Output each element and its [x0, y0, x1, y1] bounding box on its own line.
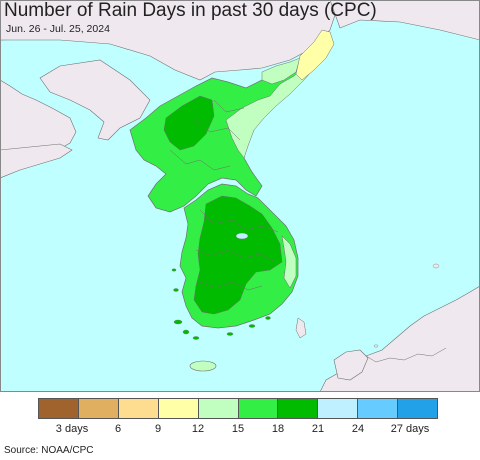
legend-label: 9	[154, 423, 162, 435]
legend-label: 15	[231, 423, 245, 435]
russia-landmass	[329, 0, 480, 41]
legend: 3 days 6 9 12 15 18 21 24 27 days	[38, 398, 438, 435]
legend-label: 24	[351, 423, 365, 435]
legend-swatch	[358, 399, 399, 418]
liaodong-peninsula	[39, 59, 151, 141]
legend-swatch	[158, 399, 199, 418]
nk-region-21	[163, 95, 215, 151]
rain-days-map	[0, 0, 480, 392]
legend-label: 3 days	[55, 423, 89, 435]
legend-label: 6	[114, 423, 122, 435]
map-title: Number of Rain Days in past 30 days (CPC…	[4, 0, 377, 21]
jeju-island	[189, 360, 217, 372]
legend-swatch	[78, 399, 119, 418]
legend-swatch	[39, 399, 79, 418]
source-credit: Source: NOAA/CPC	[4, 445, 94, 456]
sk-region-15	[281, 235, 297, 289]
legend-labels: 3 days 6 9 12 15 18 21 24 27 days	[38, 419, 438, 435]
legend-label: 27 days	[390, 423, 430, 435]
manchuria-landmass	[0, 0, 341, 81]
kyushu-landmass	[333, 349, 369, 381]
legend-swatch	[318, 399, 359, 418]
nk-region-12	[295, 29, 335, 81]
japan-islands	[373, 263, 440, 348]
coastal-islands	[171, 268, 271, 340]
legend-swatch	[198, 399, 239, 418]
map-subtitle: Jun. 26 - Jul. 25, 2024	[6, 23, 110, 35]
legend-swatch	[238, 399, 279, 418]
legend-colorbar	[38, 398, 438, 419]
legend-label: 18	[271, 423, 285, 435]
nk-region-15-north	[261, 57, 301, 85]
japan-coast-detail	[365, 347, 447, 363]
inland-water	[235, 232, 249, 240]
province-borders	[169, 99, 279, 291]
legend-label: 12	[191, 423, 205, 435]
legend-swatch	[398, 399, 438, 418]
tsushima-island	[295, 317, 307, 339]
shandong-peninsula	[0, 143, 73, 179]
legend-label: 21	[311, 423, 325, 435]
legend-swatch	[278, 399, 319, 418]
legend-swatch	[118, 399, 159, 418]
